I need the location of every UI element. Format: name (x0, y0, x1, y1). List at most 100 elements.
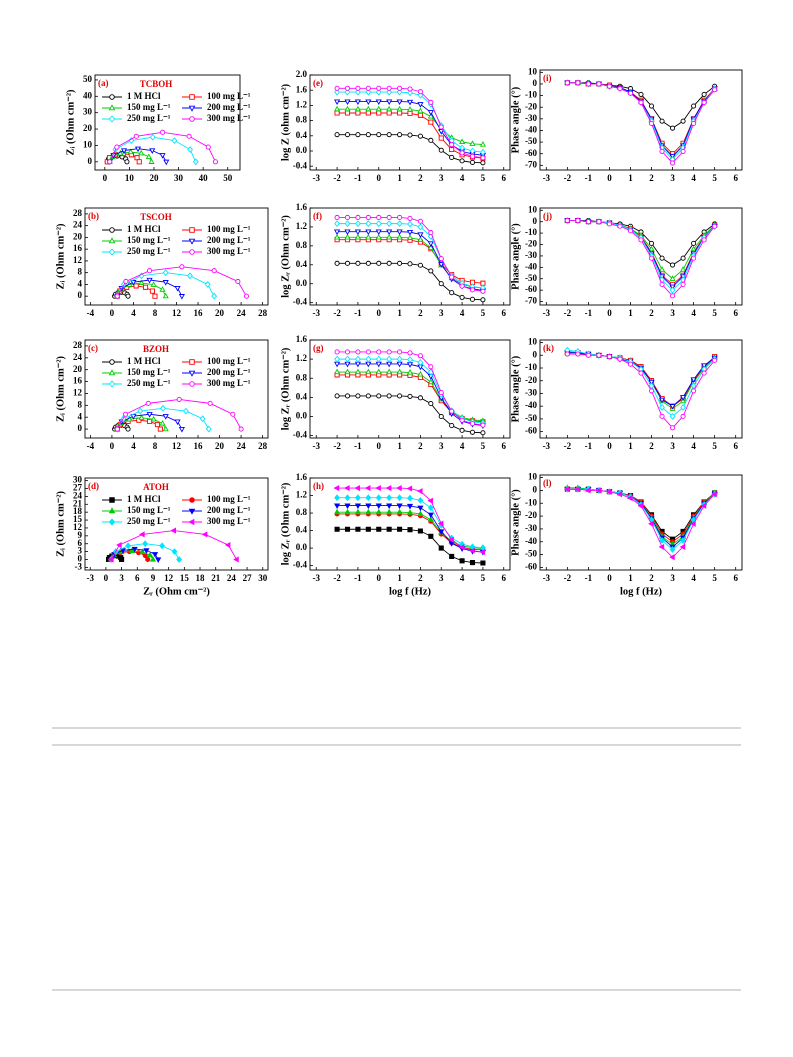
data-point (386, 368, 393, 375)
y-tick-label: 0 (78, 554, 83, 564)
data-point (147, 268, 153, 274)
data-point (606, 83, 612, 89)
data-point (479, 141, 486, 147)
data-point (386, 260, 392, 266)
data-point (648, 103, 655, 109)
data-point (428, 268, 434, 274)
legend-marker (108, 369, 116, 376)
data-point (564, 218, 570, 224)
data-point (344, 220, 351, 228)
data-point (334, 349, 340, 355)
legend-label: 150 mg L⁻¹ (127, 102, 171, 112)
data-point (116, 541, 122, 549)
plot-frame (84, 477, 269, 571)
data-point (176, 396, 182, 402)
x-tick-label: -1 (354, 441, 362, 451)
x-tick-label: -3 (543, 308, 551, 318)
data-point (438, 124, 444, 130)
data-point (334, 393, 340, 399)
data-point (375, 361, 382, 368)
data-point (480, 148, 486, 156)
y-tick-label: 0.4 (296, 525, 308, 535)
data-point (386, 99, 393, 106)
y-axis-title: Zᵢ (Ohm cm⁻²) (55, 356, 66, 422)
data-point (427, 241, 434, 247)
data-point (648, 388, 655, 394)
data-point (417, 218, 423, 224)
x-tick-label: 6 (502, 308, 507, 318)
y-tick-label: 50 (83, 74, 93, 84)
data-point (344, 105, 351, 112)
data-point (397, 110, 403, 116)
y-tick-label: 0.8 (296, 240, 308, 250)
x-tick-label: 1 (628, 441, 633, 451)
data-point (344, 355, 351, 363)
x-tick-label: -2 (564, 573, 572, 583)
x-tick-label: 4 (691, 173, 696, 183)
data-point (142, 540, 149, 548)
data-point (365, 494, 372, 502)
data-point (386, 110, 392, 116)
data-point (375, 368, 382, 375)
data-point (397, 260, 403, 266)
data-point (187, 146, 194, 153)
data-point (596, 219, 602, 225)
data-point (171, 137, 178, 144)
x-tick-label: 3 (670, 308, 675, 318)
data-point (669, 404, 676, 410)
data-point (669, 286, 676, 294)
y-tick-label: 21 (73, 498, 83, 508)
data-point (396, 485, 402, 492)
data-point (179, 264, 185, 270)
data-point (680, 118, 686, 124)
data-point (417, 395, 423, 401)
data-point (680, 266, 687, 272)
data-point (397, 214, 403, 221)
data-point (145, 400, 151, 406)
data-point (417, 102, 424, 108)
data-point (138, 279, 145, 286)
data-point (679, 543, 686, 550)
data-point (344, 393, 351, 399)
data-point (386, 105, 393, 112)
data-point (131, 546, 138, 553)
legend-marker (189, 359, 195, 365)
plot-frame (539, 207, 743, 306)
data-point (438, 529, 445, 535)
y-tick-label: 8 (78, 267, 83, 277)
data-point (406, 503, 414, 510)
y-tick-label: -30 (525, 250, 537, 260)
data-point (146, 277, 153, 284)
data-point (365, 132, 371, 138)
data-point (407, 527, 413, 533)
data-point (354, 485, 361, 492)
data-point (365, 214, 371, 221)
data-point (407, 393, 413, 399)
data-point (125, 293, 131, 299)
legend-label: 200 mg L⁻¹ (207, 102, 251, 112)
data-point (375, 105, 382, 112)
data-point (701, 237, 707, 243)
y-tick-label: -30 (525, 523, 537, 533)
x-tick-label: 20 (149, 173, 159, 183)
y-tick-label: -50 (525, 413, 537, 423)
x-tick-label: 4 (131, 441, 136, 451)
y-tick-label: 1.2 (296, 99, 308, 109)
data-point (691, 103, 697, 109)
data-point (355, 110, 361, 116)
x-tick-label: -1 (354, 308, 362, 318)
x-tick-label: 4 (460, 308, 465, 318)
data-point (427, 378, 434, 385)
data-point (365, 85, 371, 91)
x-tick-label: 3 (439, 573, 444, 583)
data-point (406, 106, 414, 112)
data-point (127, 148, 134, 155)
data-point (428, 364, 434, 370)
data-point (376, 526, 382, 532)
series (334, 132, 486, 166)
plot-frame (309, 207, 511, 306)
data-point (469, 421, 476, 427)
data-point (427, 110, 434, 116)
data-point (480, 155, 486, 161)
